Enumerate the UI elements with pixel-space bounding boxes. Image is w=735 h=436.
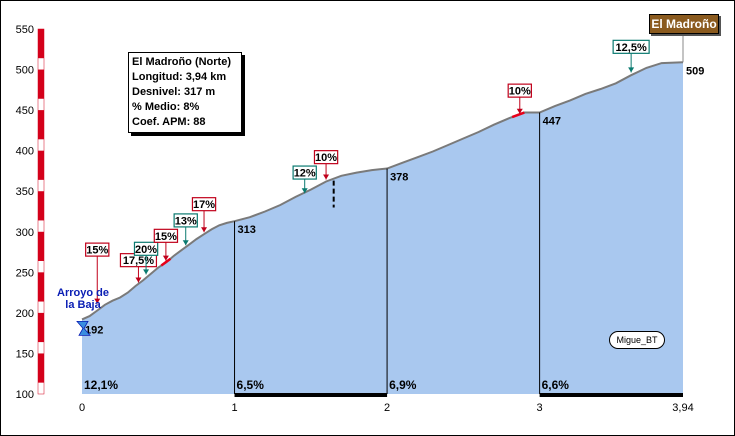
climb-info-box: El Madroño (Norte) Longitud: 3,94 km Des… bbox=[128, 52, 242, 133]
ramp-annotation-arrowhead bbox=[162, 255, 169, 261]
ramp-annotation-arrowhead bbox=[628, 67, 635, 73]
ramp-annotation: 10% bbox=[507, 83, 532, 114]
y-tick-label: 350 bbox=[16, 186, 34, 198]
ramp-annotation-arrowhead bbox=[301, 188, 308, 194]
segment-gradient-label: 6,5% bbox=[237, 378, 265, 392]
y-tick-label: 300 bbox=[16, 227, 34, 239]
y-tick-label: 500 bbox=[16, 65, 34, 77]
ramp-annotation-text: 12% bbox=[294, 168, 316, 180]
x-tick-label: 0 bbox=[79, 402, 85, 414]
climb-elevation-gain: Desnivel: 317 m bbox=[132, 86, 216, 98]
segment-gradient-label: 12,1% bbox=[84, 378, 118, 392]
climb-apm-coefficient: Coef. APM: 88 bbox=[132, 116, 206, 128]
stream-icon bbox=[76, 320, 91, 336]
segment-gradient-label: 6,9% bbox=[389, 378, 417, 392]
profile-area bbox=[82, 62, 683, 395]
elevation-value-label: 192 bbox=[85, 324, 103, 336]
elevation-scale-band bbox=[38, 29, 44, 59]
elevation-scale-bar bbox=[37, 28, 45, 395]
ramp-annotation-text: 15% bbox=[86, 245, 108, 257]
steep-ramp-segment bbox=[160, 257, 172, 267]
ramp-annotation-text: 17% bbox=[193, 199, 215, 211]
y-tick-label: 450 bbox=[16, 105, 34, 117]
ramp-annotation-arrowhead bbox=[323, 174, 330, 180]
elevation-scale-band bbox=[38, 110, 44, 140]
start-location-label: Arroyo de la Baja bbox=[57, 287, 109, 311]
profile-line bbox=[81, 61, 684, 321]
ramp-annotation: 13% bbox=[173, 213, 198, 246]
ramp-annotation-arrowhead bbox=[201, 227, 208, 233]
ramp-annotation-text: 20% bbox=[135, 244, 157, 256]
y-tick-label: 150 bbox=[16, 348, 34, 360]
steep-ramp-segment bbox=[511, 111, 525, 119]
ramp-annotation: 12,5% bbox=[612, 39, 650, 73]
y-tick-label: 550 bbox=[16, 24, 34, 36]
elevation-scale-band bbox=[38, 353, 44, 383]
climb-length: Longitud: 3,94 km bbox=[132, 71, 227, 83]
ramp-annotation-arrowhead bbox=[135, 277, 142, 283]
x-tick-label: 2 bbox=[384, 402, 390, 414]
ramp-annotation-text: 10% bbox=[315, 152, 337, 164]
ramp-annotation-arrowhead bbox=[182, 240, 189, 246]
ramp-annotation: 10% bbox=[313, 150, 339, 180]
ramp-annotation: 12% bbox=[292, 165, 317, 194]
author-badge: Migue_BT bbox=[609, 331, 665, 349]
elevation-value-label: 447 bbox=[543, 116, 561, 128]
ramp-annotation-text: 10% bbox=[509, 86, 531, 98]
y-tick-label: 200 bbox=[16, 308, 34, 320]
ramp-annotation: 15% bbox=[153, 228, 179, 261]
elevation-scale-band bbox=[38, 150, 44, 180]
km-baseline-bar bbox=[539, 393, 683, 397]
elevation-scale-band bbox=[38, 272, 44, 302]
ramp-annotation-text: 13% bbox=[175, 215, 197, 227]
elevation-value-label: 509 bbox=[686, 65, 704, 77]
ramp-annotation: 20% bbox=[133, 241, 159, 275]
elevation-scale-band bbox=[38, 69, 44, 99]
ramp-annotation-text: 15% bbox=[155, 231, 177, 243]
ramp-annotation-text: 12,5% bbox=[616, 42, 647, 54]
climb-name: El Madroño (Norte) bbox=[132, 56, 231, 68]
ramp-annotation-arrowhead bbox=[94, 298, 101, 304]
elevation-value-label: 378 bbox=[390, 172, 408, 184]
ramp-annotation: 17% bbox=[191, 197, 217, 233]
summit-label: El Madroño bbox=[649, 14, 719, 34]
y-tick-label: 100 bbox=[16, 389, 34, 401]
y-tick-label: 400 bbox=[16, 146, 34, 158]
climb-average-gradient: % Medio: 8% bbox=[132, 101, 200, 113]
segment-gradient-label: 6,6% bbox=[542, 378, 570, 392]
x-tick-label: 1 bbox=[231, 402, 237, 414]
ramp-annotation-arrowhead bbox=[516, 108, 523, 114]
km-baseline-bar bbox=[234, 393, 388, 397]
elevation-value-label: 313 bbox=[238, 224, 256, 236]
ramp-annotation: 15% bbox=[85, 242, 110, 304]
y-tick-label: 250 bbox=[16, 267, 34, 279]
x-tick-label: 3 bbox=[537, 402, 543, 414]
ramp-annotation-arrowhead bbox=[143, 269, 150, 275]
x-tick-label: 3,94 bbox=[672, 402, 693, 414]
elevation-scale-band bbox=[38, 231, 44, 261]
elevation-scale-band bbox=[38, 312, 44, 343]
elevation-scale-band bbox=[38, 191, 44, 221]
ramp-annotation-text: 17,5% bbox=[123, 255, 154, 267]
